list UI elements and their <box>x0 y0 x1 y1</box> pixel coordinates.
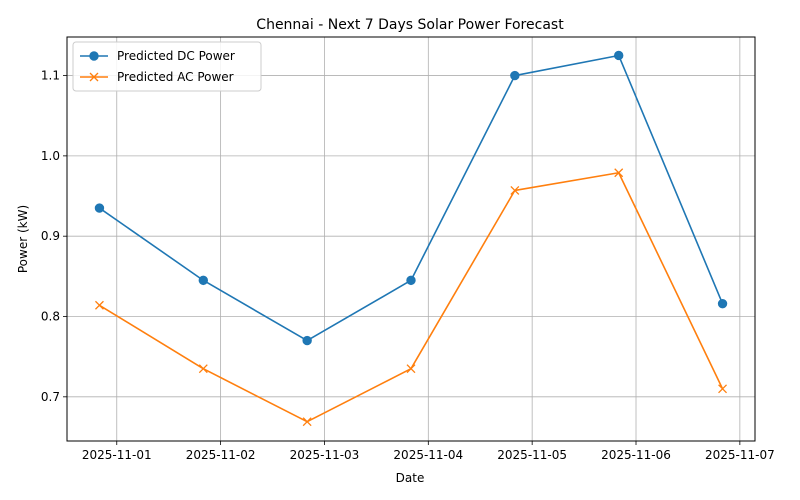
plot-frame <box>66 36 756 442</box>
legend-marker <box>89 51 99 61</box>
data-point <box>510 185 520 195</box>
grid <box>67 37 755 441</box>
chart-title: Chennai - Next 7 Days Solar Power Foreca… <box>256 17 564 33</box>
x-tick-label: 2025-11-01 <box>82 448 152 462</box>
series-line <box>98 54 724 342</box>
data-point <box>302 417 312 427</box>
y-tick-label: 0.7 <box>41 390 60 404</box>
y-tick-label: 0.9 <box>41 229 60 243</box>
marker-stroke <box>198 364 208 374</box>
data-point <box>510 70 520 81</box>
x-tick-label: 2025-11-07 <box>705 448 775 462</box>
legend: Predicted DC Power Predicted AC Power <box>72 41 262 92</box>
marker-stroke <box>614 168 624 178</box>
data-point <box>718 384 728 394</box>
x-tick-label: 2025-11-06 <box>601 448 671 462</box>
data-point <box>717 298 728 309</box>
series-line <box>99 171 724 423</box>
y-tick-label: 1.0 <box>41 149 60 163</box>
x-tick-label: 2025-11-04 <box>393 448 463 462</box>
y-tick-label: 1.1 <box>41 69 60 83</box>
data-point <box>406 364 416 374</box>
legend-box <box>72 41 262 92</box>
data-point <box>614 168 624 178</box>
data-point <box>613 50 624 61</box>
series-ac-power <box>94 168 728 427</box>
marker-stroke <box>718 384 728 394</box>
y-axis: 0.7 0.8 0.9 1.0 1.1 <box>41 69 67 404</box>
marker-stroke <box>302 417 312 427</box>
data-point <box>198 275 209 286</box>
x-axis-label: Date <box>396 471 425 485</box>
data-point <box>406 275 416 286</box>
x-tick-label: 2025-11-03 <box>290 448 360 462</box>
data-point <box>94 203 105 213</box>
data-point <box>302 335 312 346</box>
data-point <box>198 364 208 374</box>
series-layer <box>94 50 728 427</box>
legend-label: Predicted DC Power <box>117 49 235 63</box>
legend-marker <box>89 72 99 82</box>
x-axis: 2025-11-01 2025-11-02 2025-11-03 2025-11-04… <box>82 441 775 462</box>
marker-stroke <box>94 300 104 310</box>
x-tick-label: 2025-11-02 <box>186 448 256 462</box>
series-dc-power <box>94 50 728 346</box>
marker-stroke <box>510 185 520 195</box>
marker-stroke <box>406 364 416 374</box>
legend-label: Predicted AC Power <box>117 70 234 84</box>
data-point <box>94 300 104 310</box>
y-axis-label: Power (kW) <box>16 205 30 273</box>
x-tick-label: 2025-11-05 <box>497 448 567 462</box>
legend-item: Predicted AC Power <box>80 70 234 84</box>
legend-item: Predicted DC Power <box>80 49 235 63</box>
y-tick-label: 0.8 <box>41 310 60 324</box>
marker-stroke <box>89 72 99 82</box>
